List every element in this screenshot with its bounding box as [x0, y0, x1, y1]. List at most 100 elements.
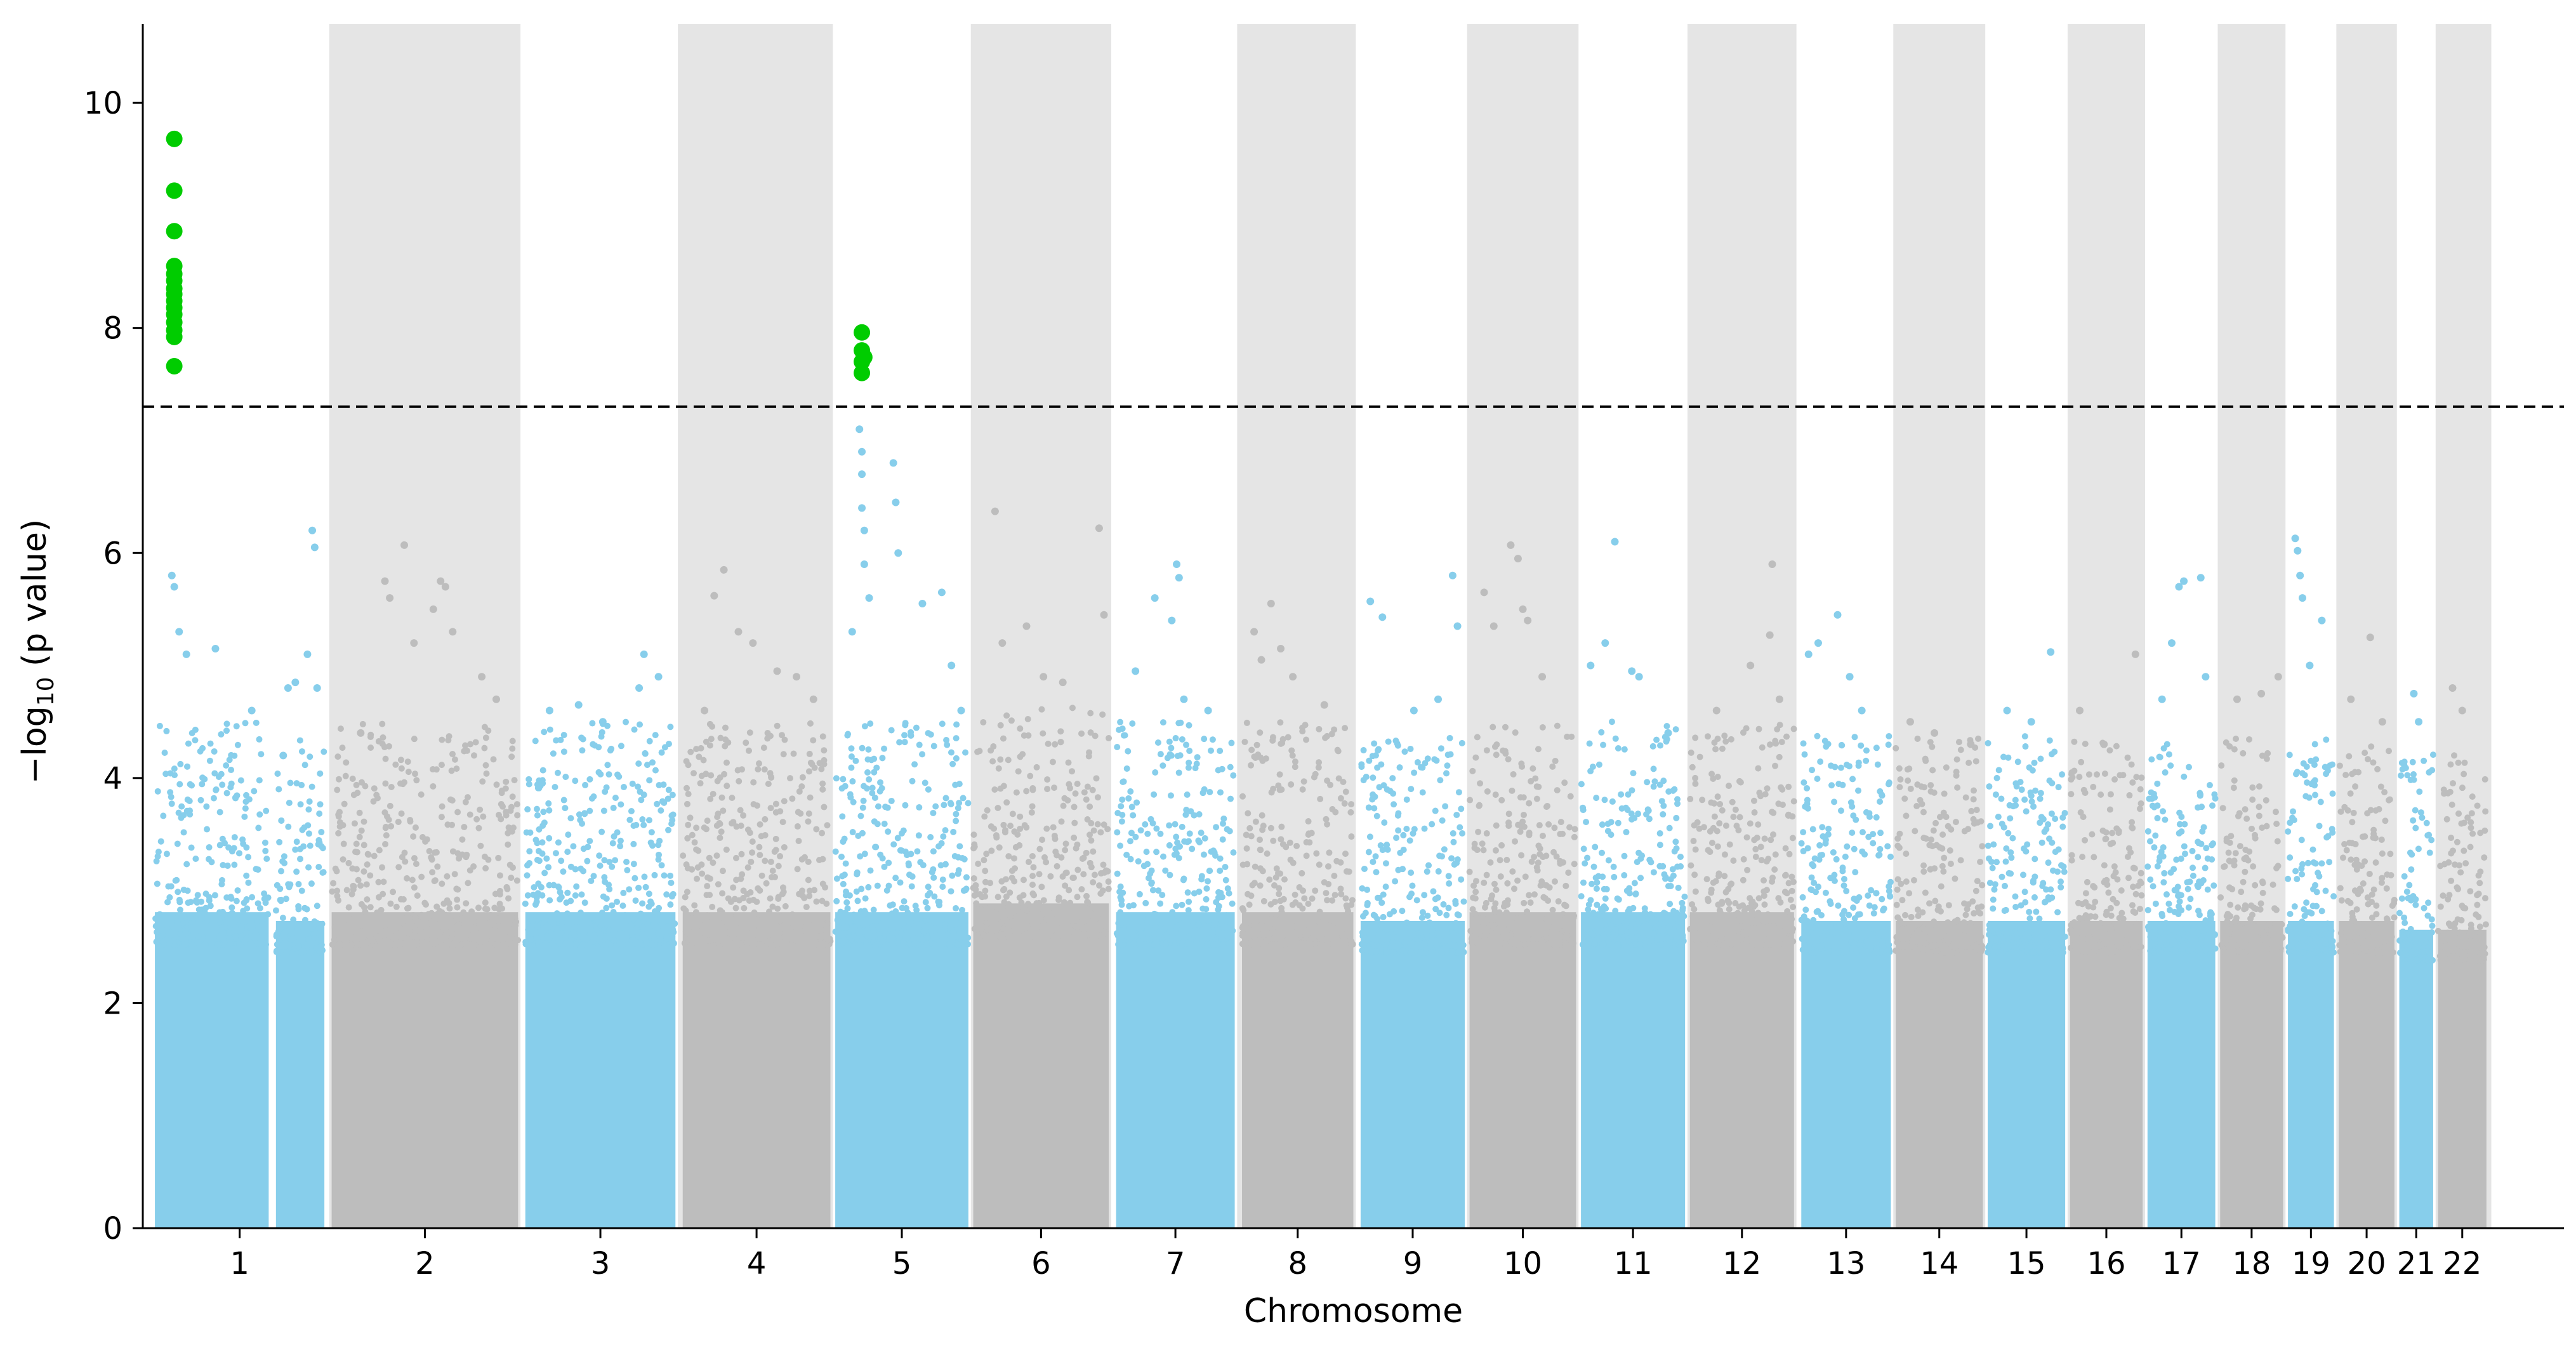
snp-point	[577, 933, 584, 940]
snp-point	[1305, 818, 1312, 825]
snp-point	[1190, 928, 1197, 935]
snp-point	[2059, 771, 2066, 778]
snp-point	[1259, 868, 1266, 875]
snp-point	[747, 889, 754, 896]
snp-point	[1866, 902, 1873, 909]
snp-point	[378, 906, 385, 913]
snp-point	[426, 941, 433, 948]
snp-point	[233, 897, 240, 904]
snp-point	[1963, 949, 1970, 956]
snp-point	[1648, 937, 1655, 944]
snp-point	[1147, 870, 1154, 877]
snp-point	[1217, 789, 1224, 796]
snp-point	[1276, 771, 1283, 778]
snp-point	[1169, 909, 1176, 916]
snp-point	[959, 906, 966, 913]
snp-point	[526, 848, 533, 855]
snp-point	[1708, 889, 1715, 896]
snp-point	[975, 924, 982, 931]
snp-point	[168, 883, 175, 890]
snp-point	[362, 908, 369, 915]
snp-point	[1776, 722, 1783, 729]
snp-point	[1071, 834, 1078, 841]
snp-point	[183, 861, 190, 868]
snp-point	[2040, 920, 2047, 927]
snp-point	[942, 827, 949, 834]
snp-point	[1403, 826, 1410, 833]
snp-point	[1800, 829, 1807, 836]
snp-point	[866, 776, 873, 783]
snp-point	[431, 878, 438, 885]
snp-point	[1946, 847, 1953, 854]
snp-point	[998, 639, 1007, 647]
snp-point	[980, 718, 987, 725]
snp-point	[819, 780, 826, 787]
snp-point	[869, 784, 876, 791]
snp-point	[231, 834, 238, 841]
snp-point	[1554, 787, 1561, 794]
snp-point	[652, 767, 659, 774]
snp-point	[1715, 941, 1722, 948]
snp-point	[1493, 886, 1500, 893]
snp-point	[562, 774, 569, 781]
snp-point	[1886, 887, 1892, 894]
snp-point	[1861, 851, 1868, 858]
snp-point	[1820, 833, 1826, 840]
snp-point	[643, 939, 650, 946]
snp-point	[949, 760, 956, 767]
snp-point	[1393, 835, 1400, 842]
snp-point	[2129, 824, 2136, 831]
snp-point	[760, 744, 767, 751]
snp-point	[495, 854, 502, 861]
snp-point	[685, 928, 692, 935]
snp-point	[468, 908, 475, 915]
snp-point	[1159, 853, 1166, 860]
snp-point	[2120, 915, 2127, 922]
snp-point	[1395, 866, 1402, 873]
snp-point	[401, 849, 408, 856]
snp-point	[1526, 892, 1533, 899]
snp-point	[400, 779, 407, 786]
snp-point	[1225, 890, 1232, 897]
snp-point	[169, 923, 176, 930]
snp-point	[560, 797, 567, 804]
snp-point	[1227, 795, 1234, 802]
snp-point	[620, 784, 627, 791]
snp-point	[1644, 779, 1651, 786]
snp-point	[1688, 862, 1694, 869]
snp-point	[1163, 941, 1170, 948]
snp-point	[586, 807, 593, 814]
snp-point	[819, 786, 826, 793]
snp-point	[961, 856, 968, 863]
snp-point	[870, 906, 877, 913]
snp-point	[1766, 631, 1774, 639]
snp-point	[562, 912, 569, 919]
snp-point	[1435, 868, 1442, 875]
snp-point	[1268, 789, 1275, 796]
snp-point	[1601, 933, 1608, 940]
snp-point	[242, 805, 249, 812]
snp-point	[2005, 754, 2012, 761]
snp-point	[869, 923, 876, 930]
snp-point	[342, 772, 349, 779]
snp-point	[482, 905, 489, 912]
snp-point	[370, 798, 377, 805]
snp-point	[360, 818, 367, 825]
snp-point	[199, 915, 206, 922]
snp-point	[1717, 910, 1724, 917]
snp-point	[2009, 923, 2016, 930]
snp-point	[1413, 897, 1420, 904]
snp-point	[1087, 831, 1093, 838]
snp-point	[1781, 941, 1788, 948]
snp-point	[1220, 925, 1227, 932]
snp-point	[1198, 830, 1205, 837]
snp-point	[1689, 901, 1696, 908]
snp-point	[1129, 720, 1136, 727]
snp-point	[1726, 841, 1733, 848]
snp-point	[2206, 781, 2213, 788]
snp-point	[1430, 888, 1437, 895]
snp-point	[2018, 786, 2025, 793]
snp-point	[546, 918, 553, 925]
snp-point	[1586, 740, 1593, 747]
